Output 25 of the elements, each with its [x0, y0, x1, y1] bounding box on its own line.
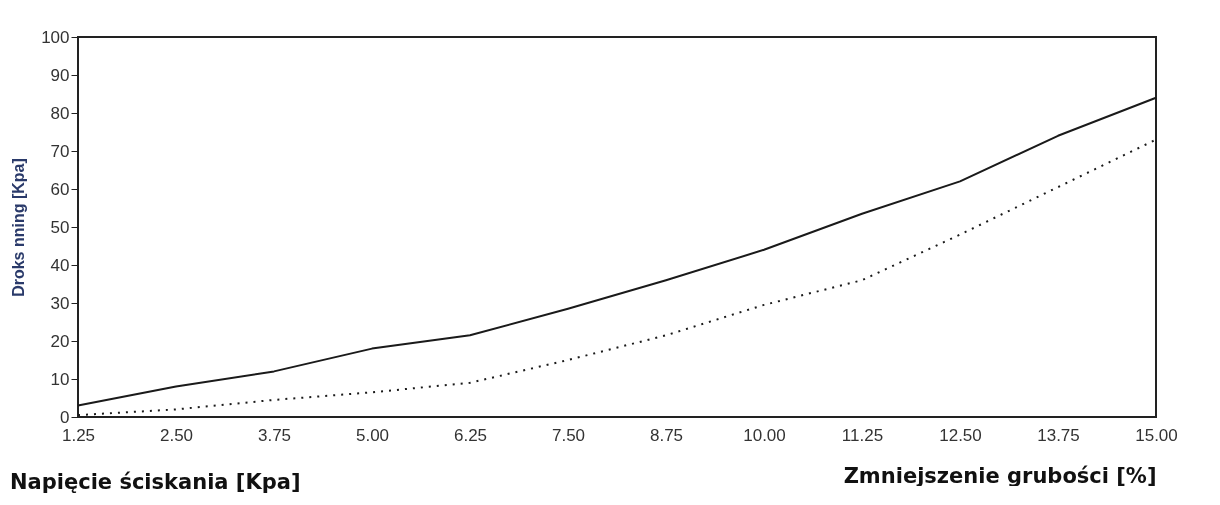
x-tick-label: 11.25 [841, 425, 884, 445]
x-tick-label: 6.25 [453, 425, 488, 445]
x-tick-label: 3.75 [257, 425, 292, 445]
y-axis-title: Droks nning [Kpa] [10, 158, 28, 297]
text: Napięcie ściskania [Kpa] [10, 470, 301, 494]
y-tick-label: 20 [50, 331, 70, 351]
y-tick-label: 30 [50, 293, 70, 313]
y-tick-label: 40 [50, 255, 70, 275]
x-tick-label: 13.75 [1037, 425, 1080, 445]
y-tick-label: 10 [50, 369, 70, 389]
x-tick-label: 8.75 [649, 425, 684, 445]
y-tick-label: 90 [50, 65, 70, 85]
y-tick-label: 60 [50, 179, 70, 199]
y-tick-label: 50 [50, 217, 70, 237]
x-tick-label: 2.50 [159, 425, 194, 445]
x-tick-label: 5.00 [355, 425, 390, 445]
y-tick-label: 0 [60, 407, 70, 427]
y-tick-label: 80 [50, 103, 70, 123]
y-tick-label: 100 [41, 27, 70, 47]
x-tick-label: 12.50 [939, 425, 982, 445]
x-tick-label: 10.00 [743, 425, 786, 445]
x-tick-label: 1.25 [61, 425, 96, 445]
y-tick-label: 70 [50, 141, 70, 161]
x-tick-label: 7.50 [551, 425, 586, 445]
x-tick-label: 15.00 [1135, 425, 1178, 445]
